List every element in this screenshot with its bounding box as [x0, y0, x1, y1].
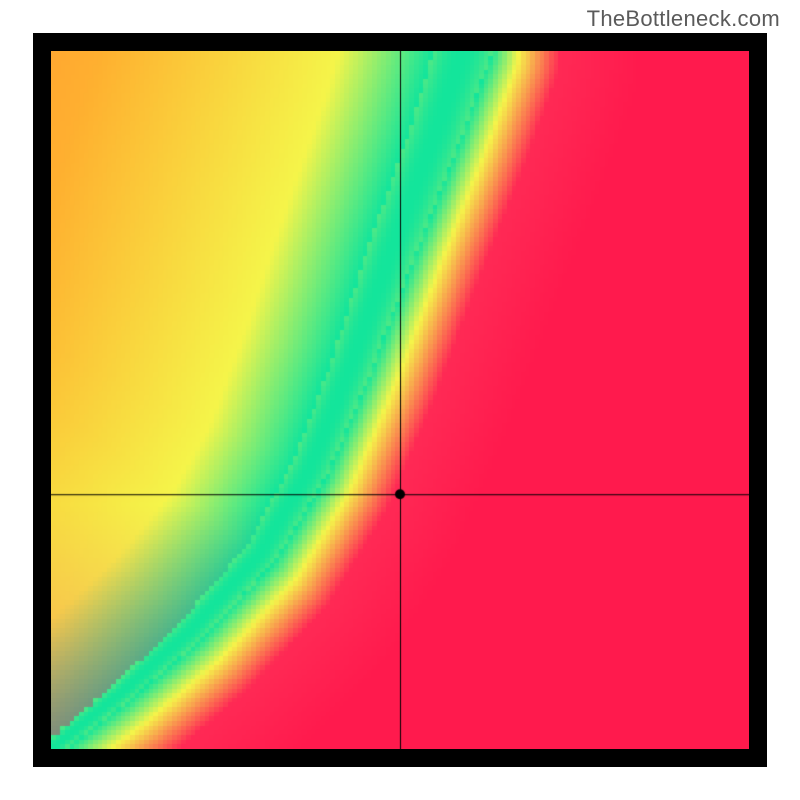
plot-area [51, 51, 749, 749]
plot-frame [33, 33, 767, 767]
chart-container: TheBottleneck.com [0, 0, 800, 800]
heatmap-canvas [51, 51, 749, 749]
attribution-label: TheBottleneck.com [587, 6, 780, 32]
